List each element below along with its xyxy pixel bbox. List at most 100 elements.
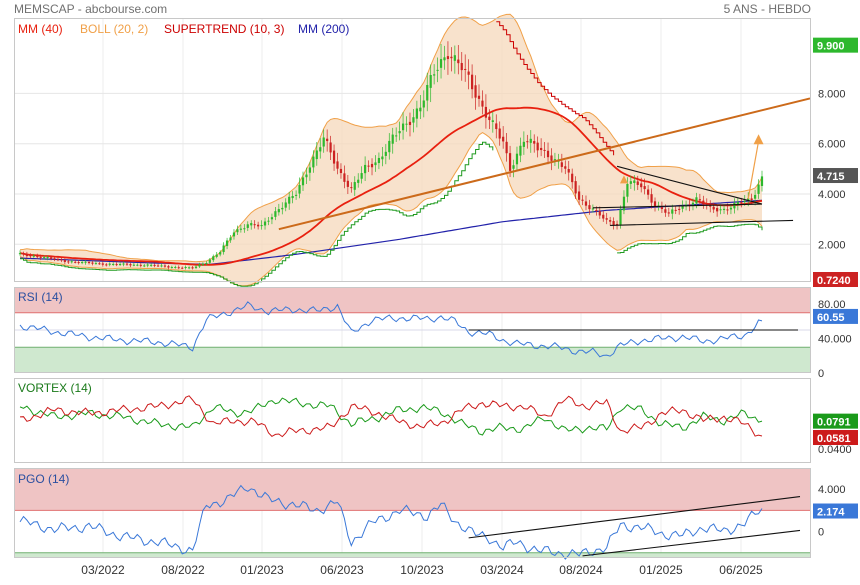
candle-body (609, 220, 612, 222)
candle-body (629, 181, 632, 184)
candle-body (433, 74, 436, 76)
candle-body (640, 183, 643, 188)
candle-body (153, 264, 156, 266)
candle-body (150, 264, 153, 266)
candle-body (181, 267, 184, 269)
bollinger-band-fill (20, 14, 762, 286)
candle-body (429, 75, 432, 88)
candle-body (84, 261, 87, 263)
candle-body (626, 183, 629, 197)
candle-body (726, 209, 729, 211)
candle-body (443, 57, 446, 61)
candle-body (267, 220, 270, 222)
candle-body (450, 56, 453, 59)
candle-body (243, 228, 246, 230)
candle-body (491, 120, 494, 123)
candle-body (46, 257, 49, 259)
candle-body (647, 189, 650, 195)
candle-body (505, 141, 508, 154)
price-panel: 10.000MM (40)BOLL (20, 2)SUPERTREND (10,… (15, 13, 852, 287)
price-y-tick: 4.000 (818, 189, 846, 201)
candle-body (343, 173, 346, 182)
candle-body (705, 203, 708, 206)
pgo-high-zone (15, 468, 810, 511)
candle-body (481, 100, 484, 107)
vortex-plus-badge: 0.0791 (817, 417, 851, 429)
candle-body (719, 209, 722, 211)
small-arrow-head (619, 175, 628, 184)
candle-body (474, 85, 477, 98)
candle-body (322, 137, 325, 147)
price-top-badge: 9.900 (817, 41, 845, 53)
candle-body (122, 263, 125, 265)
candle-body (160, 265, 163, 267)
source-title: MEMSCAP - abcbourse.com (14, 2, 168, 16)
candle-body (63, 260, 66, 262)
candle-body (519, 145, 522, 156)
candle-body (260, 225, 263, 227)
candle-body (602, 214, 605, 219)
candle-body (750, 198, 753, 200)
candle-body (502, 136, 505, 142)
pgo-title: PGO (14) (18, 472, 69, 486)
candle-body (167, 266, 170, 268)
candle-body (388, 140, 391, 153)
candle-body (546, 150, 550, 158)
candle-body (253, 224, 256, 226)
candle-body (101, 263, 104, 265)
candle-body (25, 253, 29, 257)
candle-body (384, 151, 387, 156)
candle-body (671, 209, 674, 214)
candle-body (688, 204, 691, 206)
candle-body (170, 267, 173, 269)
candle-body (143, 265, 146, 267)
candle-body (477, 95, 481, 99)
candle-body (91, 262, 94, 264)
candle-body (136, 264, 139, 266)
period-label: 5 ANS - HEBDO (723, 2, 811, 16)
candle-body (550, 155, 553, 161)
x-tick-label: 08/2024 (559, 563, 603, 577)
candle-body (291, 195, 294, 199)
candle-body (60, 259, 63, 261)
candle-body (32, 255, 35, 257)
candle-body (308, 167, 311, 173)
candle-body (132, 264, 135, 266)
price-bottom-badge: 0.7240 (817, 275, 851, 287)
candle-body (219, 252, 222, 255)
candle-body (584, 201, 588, 206)
candle-body (326, 138, 329, 142)
candle-body (56, 259, 60, 261)
x-tick-label: 03/2022 (81, 563, 125, 577)
candle-body (98, 263, 101, 265)
candle-body (740, 202, 743, 204)
candle-body (488, 116, 491, 121)
legend-entry: MM (40) (18, 22, 63, 36)
x-tick-label: 01/2025 (639, 563, 683, 577)
candle-body (43, 257, 46, 259)
candle-body (139, 264, 142, 266)
candle-body (733, 203, 736, 209)
candle-body (553, 159, 557, 161)
candle-body (319, 147, 322, 152)
candle-body (288, 196, 291, 204)
candle-body (622, 196, 626, 211)
candle-body (395, 135, 398, 137)
candle-body (757, 184, 760, 194)
candle-body (419, 107, 422, 112)
target-arrow-shaft (747, 141, 760, 200)
vortex-plus-badge-bg (813, 413, 858, 429)
candle-body (702, 200, 705, 205)
candle-body (87, 261, 91, 264)
x-tick-label: 06/2025 (719, 563, 763, 577)
vortex-minus-badge-bg (813, 430, 858, 446)
candle-body (277, 209, 280, 213)
candle-body (53, 258, 56, 260)
candle-body (29, 255, 32, 257)
supertrend-segment (496, 21, 615, 156)
candle-body (301, 177, 305, 186)
candle-body (346, 180, 349, 187)
candle-body (298, 185, 301, 194)
